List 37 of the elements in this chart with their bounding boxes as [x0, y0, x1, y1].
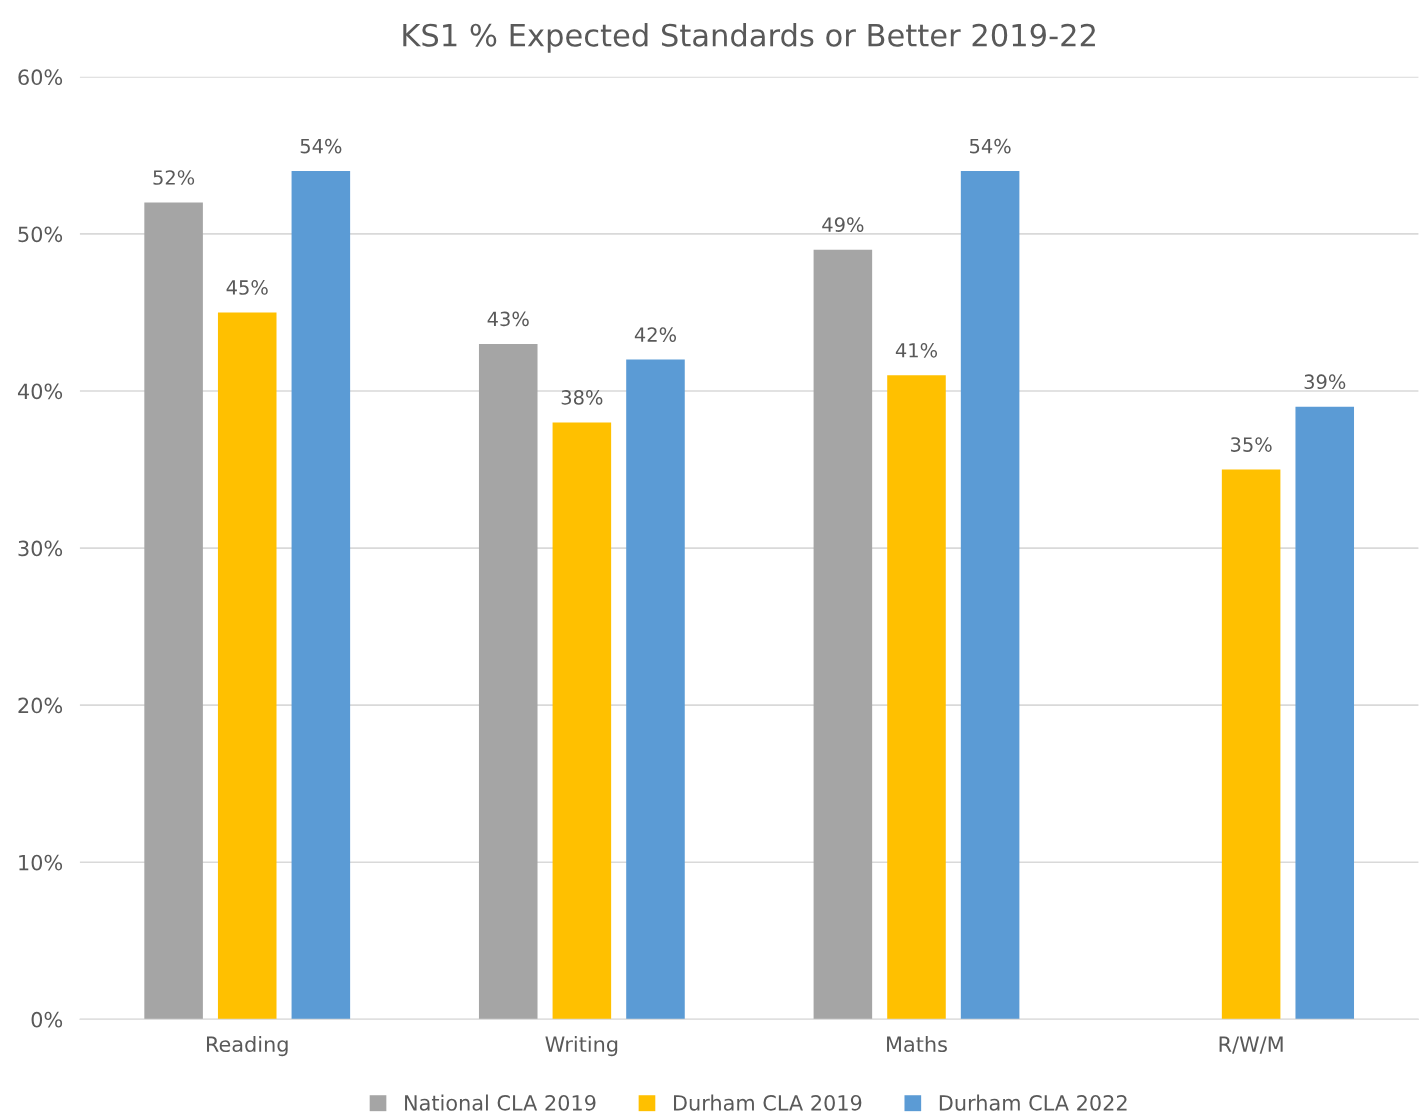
bar: [552, 422, 612, 1020]
bar: [217, 312, 277, 1020]
chart-title: KS1 % Expected Standards or Better 2019-22: [403, 23, 1095, 53]
bar: [144, 202, 203, 1020]
data-label: 39%: [1304, 374, 1346, 390]
bar: [887, 375, 946, 1020]
data-label: 43%: [487, 311, 529, 327]
y-tick-label: 40%: [17, 383, 63, 400]
x-tick-label: Writing: [545, 1035, 618, 1057]
legend-label: Durham CLA 2022: [939, 1094, 1127, 1111]
y-tick-label: 10%: [19, 854, 63, 871]
data-label: 49%: [822, 217, 864, 232]
x-tick-label: Maths: [887, 1035, 947, 1053]
x-tick-label: Reading: [206, 1035, 288, 1057]
y-tick-label: 0%: [31, 1011, 63, 1028]
y-tick-label: 20%: [18, 697, 63, 714]
bar: [1221, 469, 1281, 1020]
legend-label: Durham CLA 2019: [674, 1094, 862, 1111]
data-label: 52%: [153, 170, 195, 185]
data-label: 54%: [970, 138, 1011, 154]
data-label: 42%: [634, 327, 677, 342]
bar: [626, 359, 685, 1020]
bar: [478, 343, 538, 1020]
data-label: 54%: [300, 138, 342, 154]
data-label: 38%: [561, 390, 603, 405]
data-label: 45%: [226, 280, 268, 295]
bar: [960, 171, 1020, 1020]
y-tick-label: 50%: [18, 226, 63, 243]
x-tick-label: R/W/M: [1219, 1036, 1283, 1054]
bar: [813, 249, 873, 1020]
y-tick-label: 60%: [18, 69, 63, 86]
y-tick-label: 30%: [18, 540, 63, 557]
data-label: 41%: [895, 342, 938, 358]
bar: [291, 171, 351, 1020]
legend-label: National CLA 2019: [405, 1094, 596, 1111]
bar: [1295, 406, 1355, 1020]
data-label: 35%: [1231, 437, 1272, 452]
